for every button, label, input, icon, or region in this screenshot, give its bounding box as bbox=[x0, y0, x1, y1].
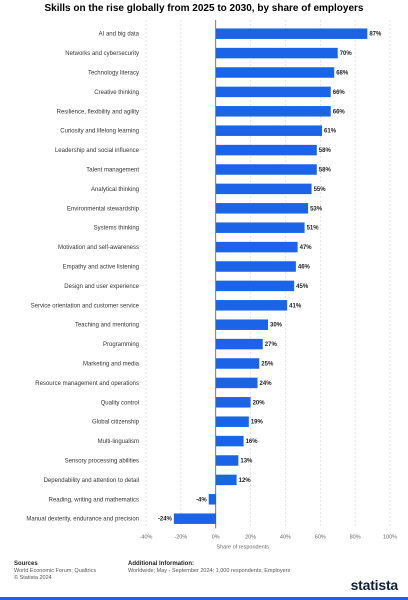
value-label: 61% bbox=[324, 129, 337, 135]
value-label: 12% bbox=[239, 478, 252, 484]
footer: Sources World Economic Forum; Qualtrics … bbox=[0, 561, 408, 600]
additional-info-block: Additional Information: Worldwide; May -… bbox=[128, 561, 290, 575]
x-tick-label: 0% bbox=[212, 534, 220, 540]
value-label: 51% bbox=[307, 226, 320, 232]
bar-chart: -40% -20% 0% 20% 40% 60% 80% 100% Share of respo… bbox=[26, 20, 397, 550]
category-label: Networks and cybersecurity bbox=[65, 51, 139, 57]
value-label: 20% bbox=[253, 400, 266, 406]
value-label: 87% bbox=[369, 32, 382, 38]
x-tick-label: 80% bbox=[350, 534, 361, 540]
additional-info-heading: Additional Information: bbox=[128, 561, 194, 567]
additional-info-line: Worldwide; May - September 2024; 1,000 r… bbox=[128, 568, 291, 574]
value-label: 19% bbox=[251, 420, 264, 426]
value-label: 58% bbox=[319, 148, 332, 154]
category-label: Quality control bbox=[101, 400, 139, 406]
x-tick-label: 20% bbox=[245, 534, 256, 540]
bar bbox=[215, 47, 338, 59]
category-label: AI and big data bbox=[99, 32, 140, 38]
bar bbox=[215, 222, 305, 233]
category-label: Resilience, flexibility and agility bbox=[57, 109, 139, 115]
value-label: 58% bbox=[319, 168, 332, 174]
category-label: Curiosity and lifelong learning bbox=[60, 129, 139, 135]
statista-logo: statista bbox=[350, 577, 399, 593]
value-label: 68% bbox=[336, 71, 349, 77]
category-label: Manual dexterity, endurance and precisio… bbox=[26, 517, 139, 523]
bar bbox=[215, 203, 309, 214]
bar bbox=[215, 28, 368, 39]
category-label: Systems thinking bbox=[94, 226, 139, 232]
bar bbox=[215, 86, 331, 98]
category-label: Creative thinking bbox=[94, 90, 139, 96]
x-axis-title: Share of respondents bbox=[216, 544, 269, 550]
bar bbox=[215, 474, 237, 486]
x-tick-label: -20% bbox=[174, 534, 187, 540]
category-label: Empathy and active listening bbox=[63, 265, 139, 271]
bar bbox=[215, 358, 260, 369]
category-label: Technology literacy bbox=[88, 71, 139, 77]
bar bbox=[215, 144, 317, 156]
value-label: 27% bbox=[265, 342, 278, 348]
category-label: Analytical thinking bbox=[91, 187, 139, 193]
category-label: Design and user experience bbox=[64, 284, 139, 290]
category-label: Multi-lingualism bbox=[98, 439, 139, 445]
bar bbox=[215, 241, 298, 253]
value-label: 16% bbox=[246, 439, 259, 445]
bar bbox=[208, 494, 216, 505]
bar bbox=[215, 319, 268, 330]
bar bbox=[215, 338, 263, 350]
value-label: 55% bbox=[314, 187, 327, 193]
bar bbox=[215, 261, 296, 272]
x-tick-label: 40% bbox=[280, 534, 291, 540]
category-label: Reading, writing and mathematics bbox=[49, 497, 139, 503]
bar bbox=[215, 455, 239, 466]
category-label: Sensory processing abilities bbox=[65, 459, 139, 465]
value-label: 66% bbox=[333, 90, 346, 96]
bar bbox=[215, 397, 251, 408]
copyright-line: © Statista 2024 bbox=[14, 575, 52, 581]
bar bbox=[215, 300, 288, 311]
value-label: 46% bbox=[298, 265, 311, 271]
category-label: Global citizenship bbox=[92, 420, 140, 426]
value-label: 47% bbox=[300, 245, 313, 251]
bar bbox=[173, 513, 216, 524]
bar bbox=[215, 416, 249, 427]
category-label: Motivation and self-awareness bbox=[58, 245, 139, 251]
category-label: Programming bbox=[103, 342, 139, 348]
category-label: Resource management and operations bbox=[35, 381, 139, 387]
x-tick-label: 60% bbox=[315, 534, 326, 540]
value-label: -24% bbox=[158, 517, 173, 523]
sources-line: World Economic Forum; Qualtrics bbox=[14, 568, 97, 574]
value-label: 41% bbox=[289, 303, 302, 309]
value-label: 45% bbox=[296, 284, 309, 290]
chart-title: Skills on the rise globally from 2025 to… bbox=[44, 3, 364, 14]
category-label: Marketing and media bbox=[83, 362, 140, 368]
category-label: Leadership and social influence bbox=[55, 148, 140, 154]
category-label: Environmental stewardship bbox=[67, 206, 140, 212]
bar bbox=[215, 106, 331, 117]
bar bbox=[215, 280, 295, 292]
value-label: 66% bbox=[333, 109, 346, 115]
category-label: Talent management bbox=[86, 168, 139, 174]
category-label: Teaching and mentoring bbox=[75, 323, 139, 329]
category-label: Service orientation and customer service bbox=[31, 303, 140, 309]
value-label: 53% bbox=[310, 206, 323, 212]
x-tick-label: 100% bbox=[383, 534, 397, 540]
category-label: Dependability and attention to detail bbox=[44, 478, 139, 484]
bar bbox=[215, 67, 335, 78]
bottom-accent-bar bbox=[0, 597, 408, 600]
bar bbox=[215, 377, 258, 389]
bar bbox=[215, 435, 244, 447]
x-tick-label: -40% bbox=[140, 534, 153, 540]
value-label: -4% bbox=[196, 497, 207, 503]
value-label: 24% bbox=[260, 381, 273, 387]
value-label: 70% bbox=[340, 51, 353, 57]
value-label: 13% bbox=[240, 459, 253, 465]
bar bbox=[215, 164, 317, 175]
bar bbox=[215, 183, 312, 195]
value-label: 25% bbox=[261, 362, 274, 368]
sources-heading: Sources bbox=[14, 561, 38, 567]
bar bbox=[215, 125, 323, 136]
value-label: 30% bbox=[270, 323, 283, 329]
sources-block: Sources World Economic Forum; Qualtrics … bbox=[14, 561, 96, 582]
